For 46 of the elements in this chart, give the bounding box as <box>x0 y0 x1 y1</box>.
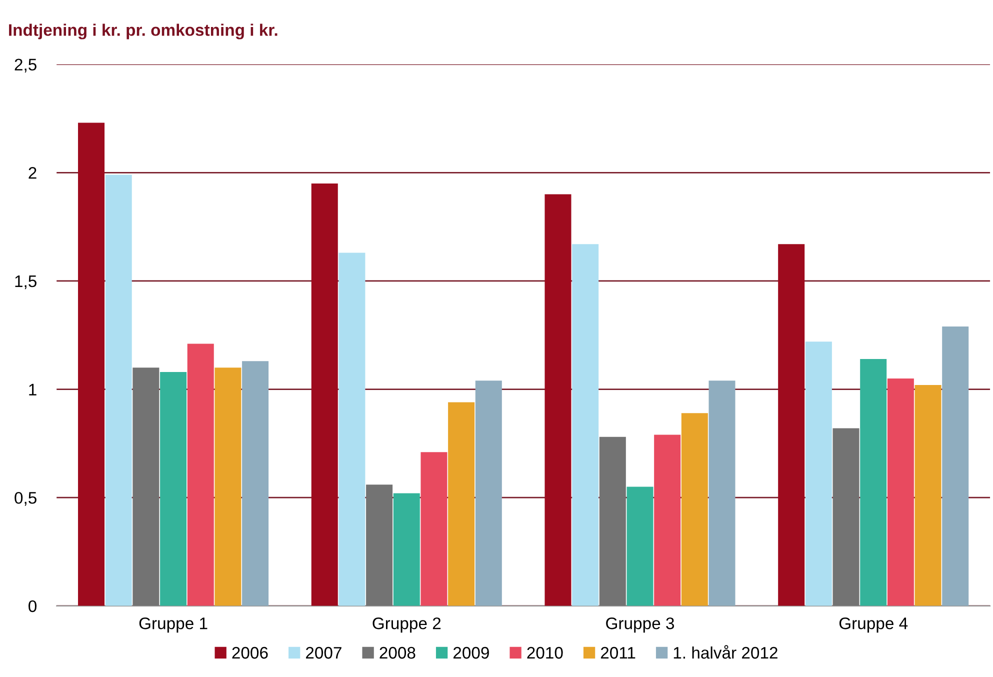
bar <box>420 452 448 606</box>
x-tick-label: Gruppe 3 <box>606 617 674 633</box>
y-tick-label: 2,5 <box>14 58 36 72</box>
bar <box>242 361 269 606</box>
bar <box>544 194 572 606</box>
bar <box>626 486 654 606</box>
bar <box>654 434 681 606</box>
bar <box>475 380 502 606</box>
bar <box>214 368 242 606</box>
bar <box>832 428 860 606</box>
bar <box>572 244 599 606</box>
legend-label: 2010 <box>527 646 563 659</box>
bar <box>311 183 338 606</box>
bar <box>78 122 105 606</box>
y-tick-label: 1 <box>29 384 36 396</box>
y-tick-label: 1,5 <box>15 276 36 290</box>
bar <box>887 378 914 606</box>
x-tick-label: Gruppe 2 <box>372 617 441 633</box>
y-tick-label: 2 <box>28 167 36 179</box>
legend-label: 2009 <box>453 646 489 659</box>
legend-label: 2008 <box>380 646 416 659</box>
legend-label: 1. halvår 2012 <box>674 645 778 659</box>
bar <box>105 174 132 606</box>
y-tick-label: 0 <box>28 600 37 612</box>
bar <box>338 252 366 606</box>
legend-label: 2006 <box>232 646 268 659</box>
bar <box>914 384 942 606</box>
x-tick-label: Gruppe 4 <box>839 617 908 633</box>
legend-label: 2007 <box>306 646 342 659</box>
bar <box>599 436 626 606</box>
y-tick-label: 0,5 <box>14 492 36 506</box>
bar <box>187 344 214 606</box>
bar <box>942 326 969 606</box>
bar <box>708 380 736 606</box>
bar <box>778 244 805 606</box>
bar <box>860 358 887 606</box>
bar <box>448 402 475 606</box>
bar <box>681 413 708 606</box>
bar <box>132 368 160 606</box>
bar <box>366 484 393 606</box>
chart-title: Indtjening i kr. pr. omkostning i kr. <box>9 24 278 40</box>
bar <box>160 372 187 606</box>
x-tick-label: Gruppe 1 <box>139 617 208 633</box>
legend-label: 2011 <box>600 646 636 659</box>
bar <box>393 493 420 606</box>
bar <box>805 342 832 606</box>
